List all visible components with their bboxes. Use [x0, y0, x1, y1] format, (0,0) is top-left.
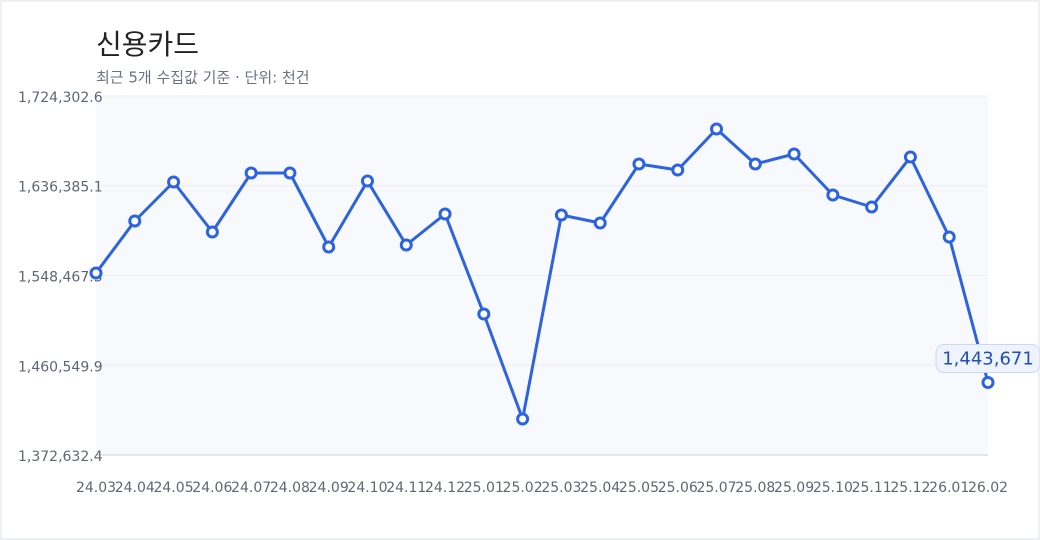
- point: [399, 238, 413, 252]
- x-tick-label: 24.11: [386, 480, 426, 496]
- point: [128, 214, 142, 228]
- x-tick-label: 25.08: [735, 480, 775, 496]
- x-tick-label: 25.10: [813, 480, 853, 496]
- point: [787, 147, 801, 161]
- point: [360, 174, 374, 188]
- y-tick-label: 1,460,549.9: [18, 359, 103, 375]
- x-tick-label: 24.06: [192, 480, 232, 496]
- x-tick-label: 25.04: [580, 480, 620, 496]
- x-tick-label: 25.09: [774, 480, 814, 496]
- y-tick-label: 1,724,302.6: [18, 90, 103, 106]
- point: [322, 240, 336, 254]
- point: [244, 166, 258, 180]
- x-tick-label: 24.08: [270, 480, 310, 496]
- x-tick-label: 25.06: [658, 480, 698, 496]
- point: [593, 216, 607, 230]
- x-tick-label: 24.07: [231, 480, 271, 496]
- x-tick-label: 26.02: [968, 480, 1008, 496]
- point: [516, 412, 530, 426]
- chart-subtitle: 최근 5개 수집값 기준 · 단위: 천건: [96, 69, 310, 87]
- x-tick-label: 26.01: [929, 480, 969, 496]
- x-tick-label: 24.10: [347, 480, 387, 496]
- x-tick-label: 24.12: [425, 480, 465, 496]
- x-tick-label: 24.04: [115, 480, 155, 496]
- y-tick-label: 1,636,385.1: [18, 180, 103, 196]
- point: [283, 166, 297, 180]
- point: [942, 230, 956, 244]
- point: [89, 266, 103, 280]
- point: [826, 188, 840, 202]
- y-tick-label: 1,372,632.4: [18, 449, 103, 465]
- point: [205, 225, 219, 239]
- point: [632, 157, 646, 171]
- x-tick-label: 25.01: [464, 480, 504, 496]
- x-tick-label: 25.03: [541, 480, 581, 496]
- point: [903, 150, 917, 164]
- x-tick-label: 25.11: [852, 480, 892, 496]
- point: [477, 307, 491, 321]
- point: [981, 375, 995, 389]
- value-label: 1,443,671: [942, 348, 1034, 369]
- point: [438, 207, 452, 221]
- x-tick-label: 25.02: [503, 480, 543, 496]
- point: [865, 200, 879, 214]
- chart-title: 신용카드: [96, 28, 199, 61]
- x-tick-label: 24.05: [154, 480, 194, 496]
- point: [710, 122, 724, 136]
- point: [167, 175, 181, 189]
- x-tick-label: 25.07: [696, 480, 736, 496]
- line: [94, 127, 990, 421]
- x-tick-label: 24.09: [309, 480, 349, 496]
- x-tick-label: 25.12: [890, 480, 930, 496]
- point: [554, 208, 568, 222]
- point: [671, 163, 685, 177]
- x-tick-label: 24.03: [76, 480, 116, 496]
- value-label-box: [935, 343, 1040, 373]
- x-tick-label: 25.05: [619, 480, 659, 496]
- point: [748, 157, 762, 171]
- y-tick-label: 1,548,467.5: [18, 270, 103, 286]
